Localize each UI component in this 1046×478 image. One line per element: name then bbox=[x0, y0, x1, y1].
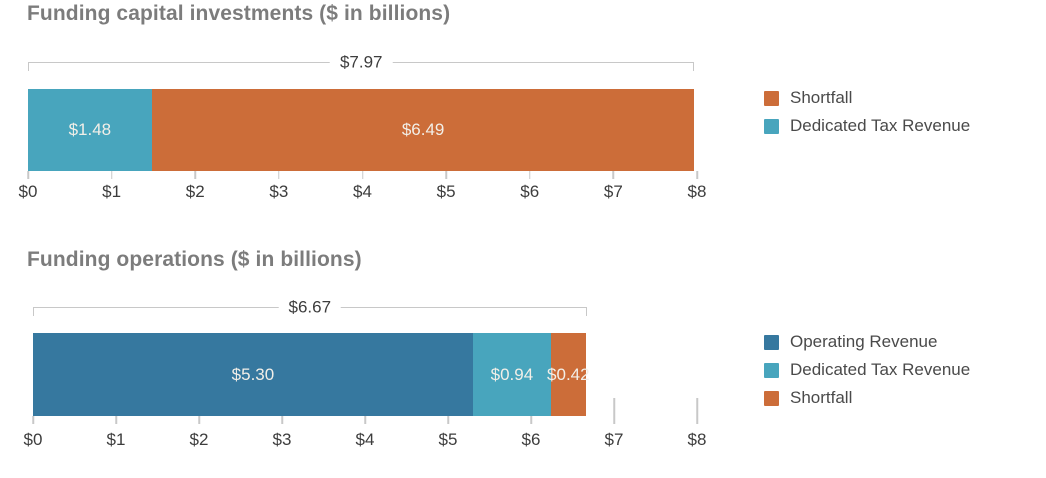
x-axis-tick bbox=[696, 171, 698, 179]
x-axis-tick bbox=[447, 416, 449, 424]
legend-swatch-icon bbox=[764, 90, 779, 106]
chart-funding-capital-investments: Funding capital investments ($ in billio… bbox=[19, 2, 971, 215]
x-axis-tick bbox=[530, 416, 532, 424]
x-axis-tick-label: $2 bbox=[185, 182, 205, 201]
x-axis-tick bbox=[613, 398, 615, 424]
x-axis-tick bbox=[115, 416, 117, 424]
x-axis-tick-label: $6 bbox=[520, 182, 540, 201]
x-axis-tick bbox=[696, 398, 698, 424]
x-axis-tick-label: $2 bbox=[189, 430, 209, 449]
legend-label: Dedicated Tax Revenue bbox=[790, 116, 971, 135]
bar-segment-shortfall: $0.42 bbox=[547, 333, 590, 416]
x-axis-tick-label: $7 bbox=[604, 430, 624, 449]
legend-item-dedicated-tax-revenue: Dedicated Tax Revenue bbox=[764, 116, 971, 135]
x-axis-tick-label: $7 bbox=[603, 182, 623, 201]
x-axis-tick-label: $0 bbox=[18, 182, 38, 201]
legend-swatch-icon bbox=[764, 334, 779, 350]
total-bracket: $6.67 bbox=[33, 297, 587, 318]
x-axis-tick-label: $1 bbox=[106, 430, 126, 449]
stacked-bar: $1.48 $6.49 bbox=[28, 89, 695, 171]
total-value-label: $6.67 bbox=[278, 297, 342, 318]
legend-item-shortfall: Shortfall bbox=[764, 88, 970, 107]
segment-value-label: $1.48 bbox=[68, 120, 112, 139]
stacked-bar: $5.30 $0.94 $0.42 bbox=[33, 333, 590, 416]
x-axis-tick bbox=[361, 171, 364, 179]
x-axis-tick bbox=[364, 416, 366, 424]
segment-value-label: $0.42 bbox=[547, 364, 590, 384]
x-axis-tick bbox=[445, 171, 447, 179]
x-axis-tick bbox=[278, 171, 280, 179]
x-axis-tick-label: $8 bbox=[687, 182, 707, 201]
bar-segment-dedicated-tax-revenue: $1.48 bbox=[28, 89, 152, 171]
legend-label: Operating Revenue bbox=[790, 332, 938, 351]
bar-segment-operating-revenue: $5.30 bbox=[33, 333, 473, 416]
legend-label: Dedicated Tax Revenue bbox=[790, 360, 971, 379]
x-axis-tick-label: $4 bbox=[353, 182, 372, 201]
chart-title: Funding operations ($ in billions) bbox=[27, 248, 362, 271]
x-axis-tick-label: $4 bbox=[355, 430, 375, 449]
legend-item-dedicated-tax-revenue: Dedicated Tax Revenue bbox=[764, 360, 971, 379]
x-axis-tick-label: $3 bbox=[272, 430, 292, 449]
x-axis-tick-label: $5 bbox=[436, 182, 456, 201]
plot-area: $7.97 $1.48 $6.49 $0 $1 $2 $3 $4 $5 $6 $7 $8 bbox=[19, 52, 706, 215]
x-axis-tick bbox=[27, 171, 29, 179]
x-axis-tick bbox=[32, 416, 34, 424]
x-axis-tick bbox=[529, 171, 531, 179]
bar-segment-dedicated-tax-revenue: $0.94 bbox=[472, 333, 551, 416]
total-value-label: $7.97 bbox=[329, 52, 393, 73]
segment-value-label: $5.30 bbox=[231, 364, 275, 384]
plot-area: $6.67 $5.30 $0.94 $0.42 $0 $1 $2 $3 $4 $5 $6 $7 $8 bbox=[24, 297, 706, 460]
x-axis-tick bbox=[110, 171, 113, 179]
legend-item-shortfall: Shortfall bbox=[764, 388, 970, 407]
segment-value-label: $0.94 bbox=[490, 364, 534, 384]
x-axis-tick-label: $3 bbox=[269, 182, 289, 201]
x-axis-tick-label: $0 bbox=[23, 430, 43, 449]
legend-label: Shortfall bbox=[790, 88, 853, 107]
legend-swatch-icon bbox=[764, 118, 779, 134]
x-axis-tick bbox=[281, 416, 283, 424]
legend: Operating Revenue Dedicated Tax Revenue Sh… bbox=[764, 332, 971, 418]
legend: Shortfall Dedicated Tax Revenue bbox=[764, 88, 971, 146]
legend-label: Shortfall bbox=[790, 388, 853, 407]
segment-value-label: $6.49 bbox=[401, 120, 445, 139]
x-axis-tick-label: $8 bbox=[687, 430, 707, 449]
x-axis-tick-label: $1 bbox=[102, 182, 122, 201]
bar-segment-shortfall: $6.49 bbox=[151, 89, 695, 171]
x-axis-tick-label: $5 bbox=[438, 430, 458, 449]
legend-item-operating-revenue: Operating Revenue bbox=[764, 332, 970, 351]
legend-swatch-icon bbox=[764, 362, 779, 378]
chart-title: Funding capital investments ($ in billio… bbox=[27, 2, 451, 25]
x-axis-tick bbox=[198, 416, 200, 424]
x-axis-tick-label: $6 bbox=[521, 430, 541, 449]
x-axis-tick bbox=[612, 171, 615, 179]
total-bracket: $7.97 bbox=[28, 52, 695, 73]
chart-funding-operations: Funding operations ($ in billions) $6.67… bbox=[0, 246, 1046, 478]
x-axis-tick bbox=[194, 171, 196, 179]
legend-swatch-icon bbox=[764, 390, 779, 406]
